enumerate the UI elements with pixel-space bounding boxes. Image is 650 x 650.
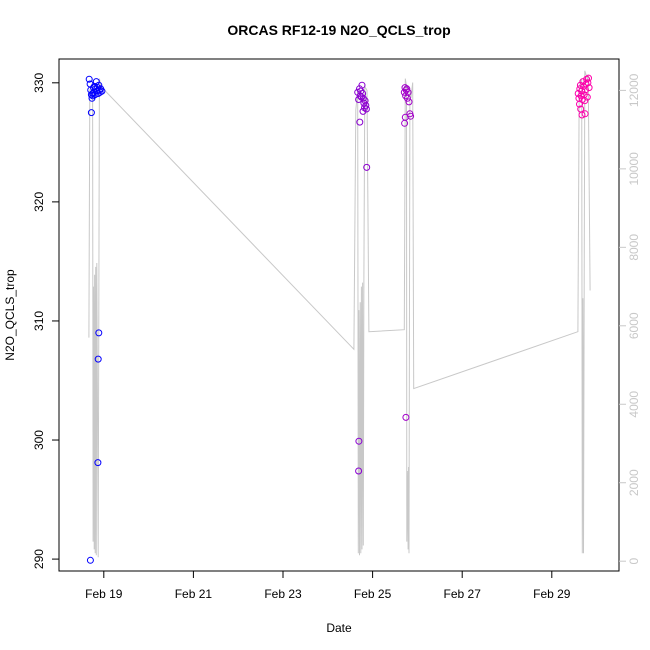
y2-tick-label: 4000 xyxy=(627,391,641,418)
data-point xyxy=(359,90,367,97)
data-point xyxy=(584,79,592,87)
y2-tick-label: 10000 xyxy=(627,152,641,186)
y2-tick-label: 6000 xyxy=(627,312,641,339)
y2-axis: 0 2000 4000 6000 8000 10000 12000 xyxy=(619,73,641,565)
data-point xyxy=(583,93,591,101)
y-tick-label: 300 xyxy=(32,430,46,450)
data-point xyxy=(94,459,102,467)
data-points-layer xyxy=(85,74,593,564)
altitude-line xyxy=(88,70,591,558)
data-point xyxy=(98,87,106,95)
y2-tick-label: 12000 xyxy=(627,73,641,107)
data-point xyxy=(401,119,409,127)
data-point xyxy=(578,111,586,119)
data-point xyxy=(577,92,585,100)
data-point xyxy=(585,74,592,82)
y2-tick-label: 0 xyxy=(627,558,641,565)
data-point xyxy=(356,118,364,126)
data-point xyxy=(405,98,413,106)
data-point xyxy=(95,81,103,89)
x-axis-label: Date xyxy=(326,621,352,635)
x-tick-label: Feb 29 xyxy=(533,587,571,601)
x-tick-label: Feb 21 xyxy=(175,587,213,601)
data-point xyxy=(404,88,412,96)
y2-tick-label: 8000 xyxy=(627,234,641,261)
x-tick-label: Feb 25 xyxy=(354,587,392,601)
x-axis: Feb 19 Feb 21 Feb 23 Feb 25 Feb 27 Feb 29 xyxy=(85,571,571,601)
data-point xyxy=(87,109,95,117)
data-point xyxy=(402,413,410,421)
data-point xyxy=(357,93,365,101)
data-point xyxy=(407,112,415,120)
data-point xyxy=(361,97,369,105)
data-point xyxy=(358,81,366,89)
data-point xyxy=(355,467,363,475)
y-tick-label: 290 xyxy=(32,549,46,569)
data-point xyxy=(96,88,104,96)
y-tick-label: 330 xyxy=(32,72,46,92)
data-point xyxy=(86,556,94,564)
x-tick-label: Feb 19 xyxy=(85,587,123,601)
data-point xyxy=(359,107,367,115)
data-point xyxy=(576,100,583,108)
y2-tick-label: 2000 xyxy=(627,469,641,496)
data-point xyxy=(355,437,363,445)
data-point xyxy=(94,355,102,363)
data-point xyxy=(95,329,103,337)
data-point xyxy=(363,163,371,171)
data-point xyxy=(85,75,93,83)
y-axis-label: N2O_QCLS_trop xyxy=(3,269,17,361)
y-axis: 290 300 310 320 330 xyxy=(32,72,59,569)
x-tick-label: Feb 27 xyxy=(444,587,482,601)
x-tick-label: Feb 23 xyxy=(264,587,302,601)
plot-frame xyxy=(58,58,620,572)
chart-title: ORCAS RF12-19 N2O_QCLS_trop xyxy=(227,22,450,38)
altitude-line-layer xyxy=(88,70,591,558)
data-point xyxy=(403,85,411,93)
data-point xyxy=(87,91,95,99)
data-point xyxy=(362,101,370,109)
data-point xyxy=(585,84,593,92)
y-tick-label: 310 xyxy=(32,311,46,331)
y-tick-label: 320 xyxy=(32,192,46,212)
data-point xyxy=(581,110,589,118)
